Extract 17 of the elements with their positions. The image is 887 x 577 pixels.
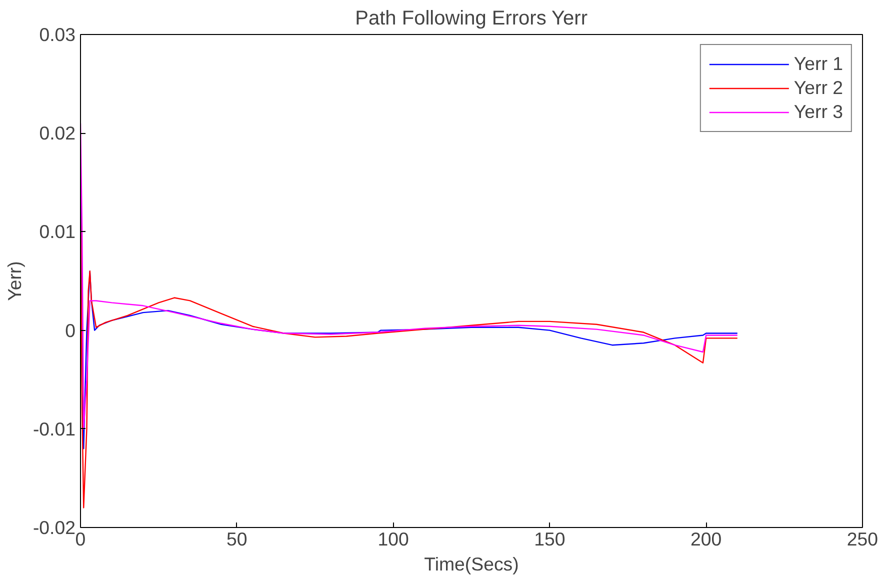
y-tick-label: -0.02: [32, 517, 76, 538]
y-tick-label: 0.03: [39, 24, 76, 45]
y-tick-label: 0.01: [39, 221, 76, 242]
y-tick-label: 0.02: [39, 122, 76, 144]
y-tick-label: -0.01: [32, 418, 76, 440]
legend-label: Yerr 1: [794, 53, 843, 75]
legend-label: Yerr 3: [794, 101, 843, 123]
y-tick-label: 0: [65, 320, 76, 341]
x-axis-title: Time(Secs): [424, 554, 519, 574]
x-tick-label: 50: [226, 528, 248, 550]
x-tick-label: 150: [534, 528, 566, 550]
x-tick-label: 200: [690, 528, 722, 550]
y-axis-title: Yerr): [4, 261, 25, 301]
x-tick-label: 100: [378, 528, 409, 550]
chart-title: Path Following Errors Yerr: [355, 8, 588, 30]
x-tick-label: 250: [846, 528, 878, 550]
legend-label: Yerr 2: [794, 77, 843, 99]
